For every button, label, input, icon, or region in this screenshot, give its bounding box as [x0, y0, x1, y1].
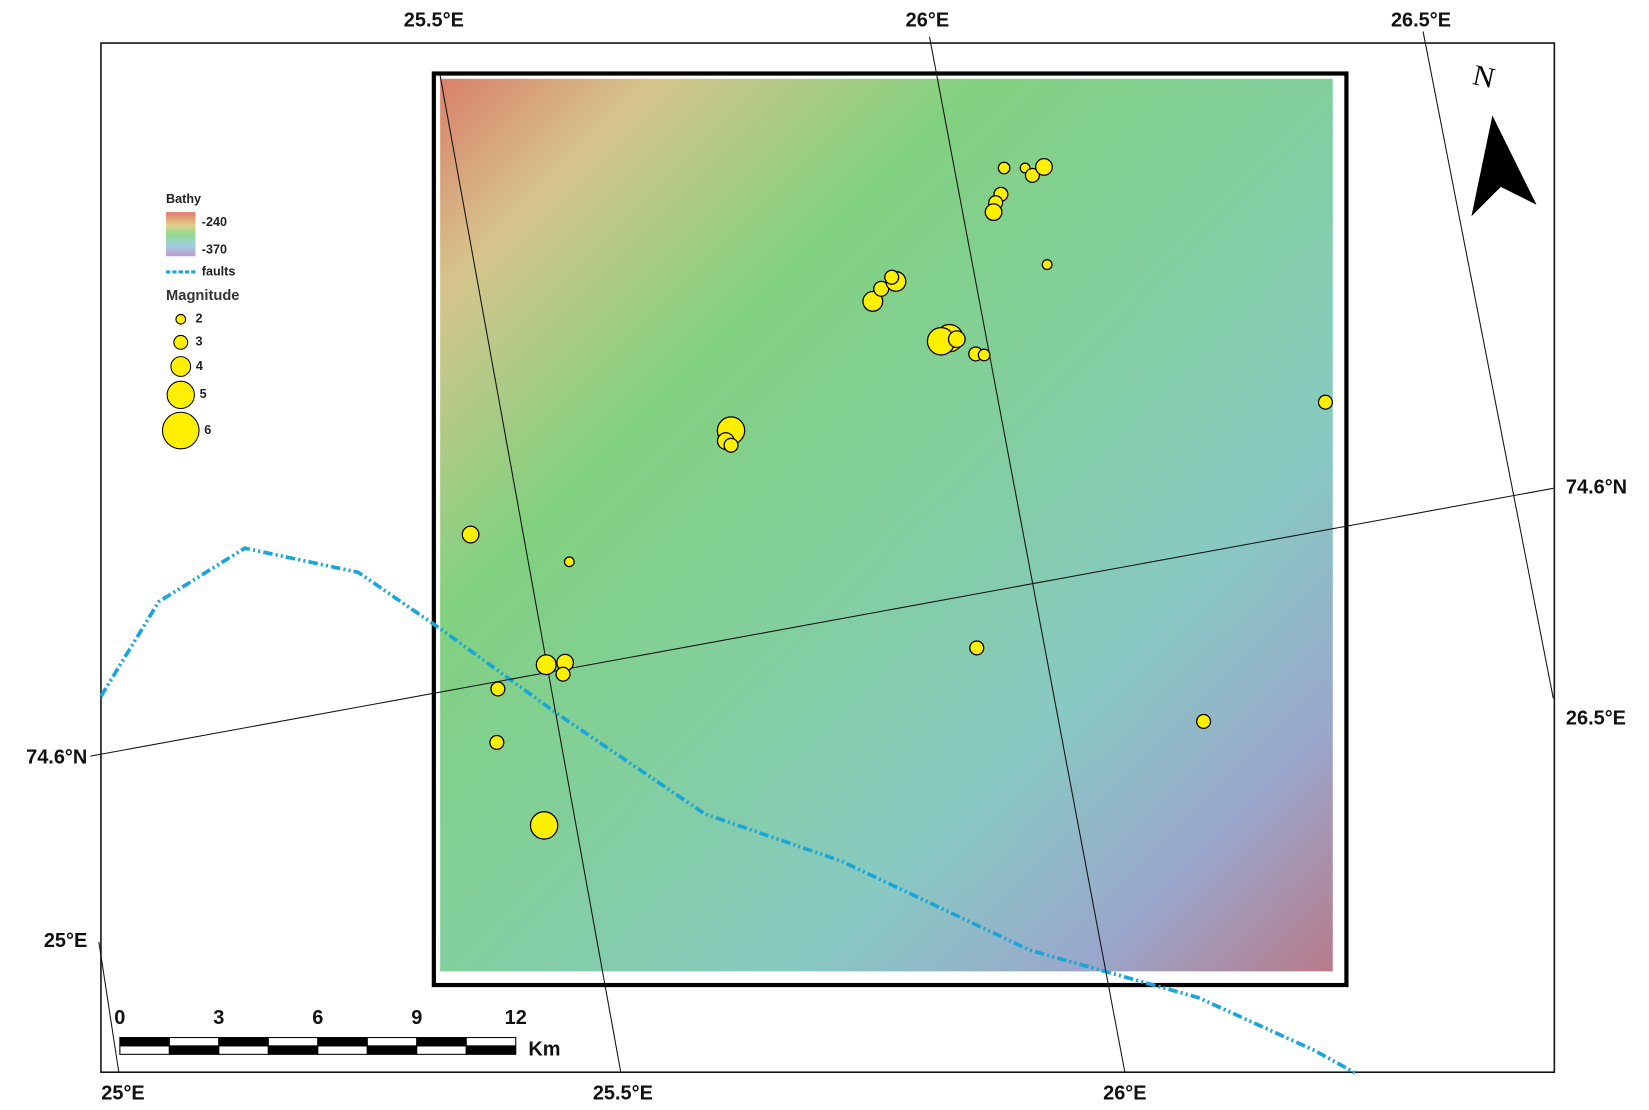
scale-label: 3 [213, 1007, 224, 1029]
legend-label: -240 [202, 215, 227, 229]
scale-label: 12 [505, 1007, 527, 1029]
lon-label: 26°E [906, 9, 949, 31]
earthquake [1036, 159, 1053, 176]
legend-label: 2 [195, 312, 202, 326]
scale-segment [169, 1046, 218, 1054]
legend-title: Bathy [166, 192, 201, 206]
earthquake [490, 736, 504, 750]
legend-label: 3 [195, 335, 202, 349]
earthquake [536, 655, 556, 675]
scale-segment [120, 1046, 169, 1054]
legend-label: 5 [200, 387, 207, 401]
scale-segment [367, 1046, 416, 1054]
earthquake [970, 641, 984, 655]
scale-segment [417, 1046, 466, 1054]
earthquake [1197, 715, 1211, 729]
earthquake [1042, 260, 1052, 270]
scale-segment [169, 1038, 218, 1046]
bathymetry [440, 79, 1333, 972]
legend-title: Magnitude [166, 288, 239, 304]
legend-label: 4 [196, 359, 203, 373]
scale-segment [268, 1038, 317, 1046]
scale-segment [318, 1046, 367, 1054]
earthquake [556, 667, 570, 681]
scale-segment [417, 1038, 466, 1046]
earthquake [462, 526, 479, 543]
scale-segment [268, 1046, 317, 1054]
earthquake [998, 162, 1010, 174]
earthquake [885, 270, 899, 284]
scale-segment [219, 1038, 268, 1046]
lon-label: 25°E [44, 930, 87, 952]
legend-label: 6 [204, 423, 211, 437]
legend-symbol [167, 381, 194, 408]
lon-label: 25.5°E [593, 1083, 653, 1105]
earthquake [491, 682, 505, 696]
legend-symbol [162, 412, 199, 449]
lon-label: 26.5°E [1391, 9, 1451, 31]
earthquake [530, 812, 557, 839]
legend-label: -370 [202, 242, 227, 256]
earthquake [1318, 395, 1332, 409]
map: 25.5°E 26°E 26.5°E 25°E 25.5°E 26°E 74.6… [0, 0, 1649, 1110]
legend-label: faults [202, 264, 236, 278]
scale-label: 9 [411, 1007, 422, 1029]
lat-label: 74.6°N [26, 746, 87, 768]
earthquake [724, 438, 738, 452]
legend-symbol [171, 357, 191, 377]
bathy-ramp [166, 212, 195, 256]
scale-unit: Km [528, 1038, 560, 1060]
lon-label: 26°E [1103, 1083, 1146, 1105]
earthquake [978, 349, 990, 361]
lon-label: 25.5°E [404, 9, 464, 31]
scale-label: 6 [312, 1007, 323, 1029]
earthquake [985, 204, 1002, 221]
lat-label: 74.6°N [1566, 477, 1627, 499]
scale-segment [466, 1038, 515, 1046]
scale-segment [466, 1046, 515, 1054]
scale-segment [219, 1046, 268, 1054]
earthquake [949, 331, 966, 348]
lon-label: 25°E [101, 1083, 144, 1105]
scale-label: 0 [114, 1007, 125, 1029]
legend-symbol [176, 314, 186, 324]
scale-segment [120, 1038, 169, 1046]
legend-symbol [174, 335, 188, 349]
scale-segment [367, 1038, 416, 1046]
scale-segment [318, 1038, 367, 1046]
lon-label: 26.5°E [1566, 708, 1626, 730]
earthquake [564, 557, 574, 567]
